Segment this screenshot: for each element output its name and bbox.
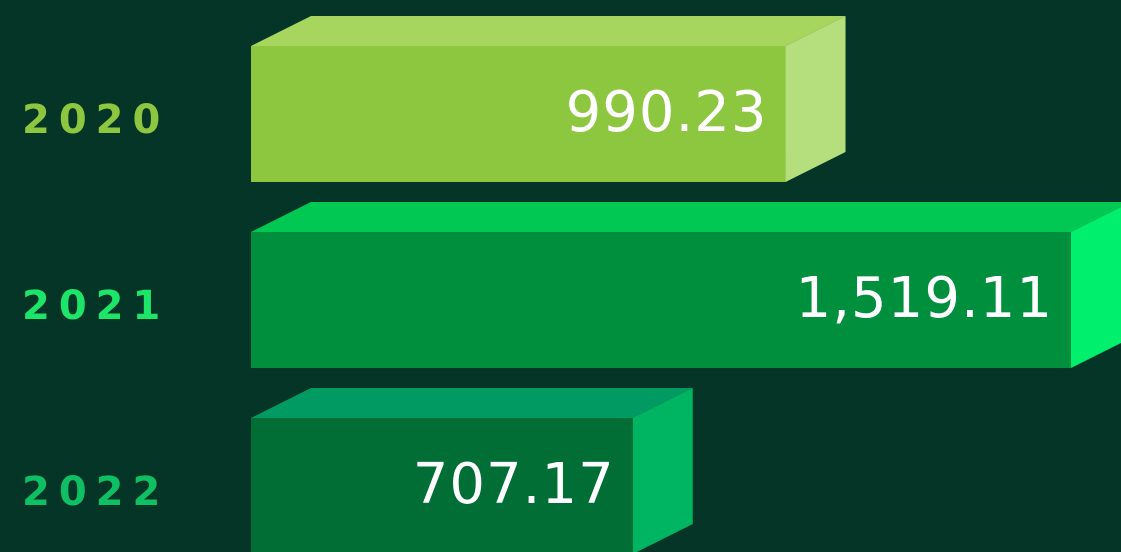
category-label: 2022 (22, 469, 169, 515)
bar (251, 232, 1071, 368)
value-label: 707.17 (413, 452, 615, 517)
bar-side (1071, 207, 1121, 368)
bar-top (251, 202, 1121, 232)
bar-top (251, 16, 846, 46)
bar-side (632, 388, 693, 552)
bar (251, 418, 633, 552)
value-label: 990.23 (566, 80, 768, 145)
value-label: 1,519.11 (796, 266, 1053, 331)
bar-top (251, 388, 693, 418)
category-label: 2020 (22, 97, 169, 143)
category-label: 2021 (22, 283, 169, 329)
bar (251, 46, 786, 182)
bar-side (785, 16, 846, 182)
